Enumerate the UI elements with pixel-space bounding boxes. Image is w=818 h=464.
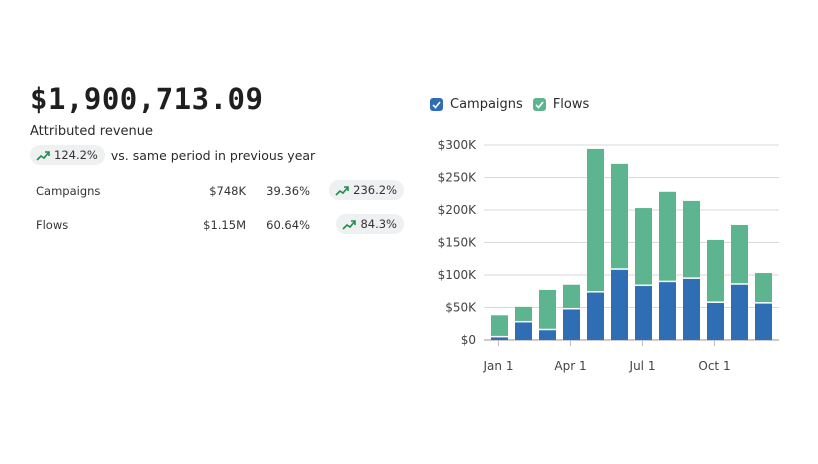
y-tick-label: $100K [438, 268, 478, 282]
revenue-label: Attributed revenue [30, 124, 154, 139]
y-tick-label: $150K [438, 236, 478, 250]
bar-campaigns-jan[interactable] [491, 337, 508, 340]
bar-flows-may[interactable] [587, 148, 604, 292]
bar-campaigns-jul[interactable] [635, 286, 652, 340]
bar-flows-jan[interactable] [491, 315, 508, 336]
legend-label: Campaigns [450, 97, 523, 112]
total-revenue: $1,900,713.09 [30, 82, 264, 116]
bar-flows-apr[interactable] [563, 284, 580, 308]
yoy-text: vs. same period in previous year [110, 147, 316, 163]
row-change-badge: 84.3% [336, 214, 404, 234]
legend-label: Flows [552, 97, 590, 112]
breakdown-row-flows: Flows $1.15M 60.64% 84.3% [36, 214, 406, 236]
y-tick-label: $250K [438, 171, 478, 185]
x-tick-label: Oct 1 [698, 359, 730, 373]
bar-flows-jun[interactable] [611, 163, 628, 269]
bar-campaigns-oct[interactable] [707, 302, 724, 340]
bar-campaigns-sep[interactable] [683, 278, 700, 340]
bar-campaigns-dec[interactable] [755, 303, 772, 340]
row-name: Campaigns [36, 184, 101, 198]
bar-campaigns-apr[interactable] [563, 309, 580, 340]
trending-up-icon [335, 185, 349, 196]
trending-up-icon [342, 219, 357, 230]
bar-flows-oct[interactable] [707, 239, 724, 302]
legend-toggle-campaigns[interactable]: Campaigns [430, 97, 523, 112]
yoy-comparison: 124.2% vs. same period in previous year [30, 145, 315, 165]
bar-flows-aug[interactable] [659, 191, 676, 281]
chart-legend: Campaigns Flows [430, 97, 599, 112]
x-tick-label: Apr 1 [554, 359, 586, 373]
bar-campaigns-aug[interactable] [659, 282, 676, 340]
bar-flows-jul[interactable] [635, 208, 652, 285]
row-name: Flows [36, 218, 69, 232]
y-tick-label: $50K [445, 301, 477, 315]
row-change-badge: 236.2% [329, 180, 404, 200]
checkbox-checked-icon[interactable] [430, 98, 443, 111]
y-tick-label: $300K [438, 138, 478, 152]
bar-flows-feb[interactable] [515, 306, 532, 321]
y-tick-label: $200K [438, 203, 478, 217]
row-change-value: 84.3% [360, 217, 397, 231]
y-tick-label: $0 [461, 333, 476, 347]
x-tick-label: Jan 1 [483, 359, 514, 373]
bar-campaigns-jun[interactable] [611, 269, 628, 340]
bar-flows-nov[interactable] [731, 224, 748, 284]
yoy-change-badge: 124.2% [30, 145, 105, 165]
row-change-value: 236.2% [353, 183, 397, 197]
yoy-change-value: 124.2% [54, 148, 98, 162]
breakdown-row-campaigns: Campaigns $748K 39.36% 236.2% [36, 180, 406, 202]
row-share: 60.64% [266, 218, 310, 232]
x-tick-label: Jul 1 [629, 359, 656, 373]
bar-campaigns-may[interactable] [587, 292, 604, 340]
trending-up-icon [36, 150, 50, 161]
row-amount: $1.15M [203, 218, 246, 232]
bar-campaigns-mar[interactable] [539, 330, 556, 340]
revenue-bar-chart: $0 $50K $100K $150K $200K $250K $300K Jan 1 Apr… [438, 138, 779, 373]
row-share: 39.36% [266, 184, 310, 198]
bar-campaigns-nov[interactable] [731, 284, 748, 340]
bar-flows-mar[interactable] [539, 289, 556, 329]
checkbox-checked-icon[interactable] [532, 98, 546, 111]
bar-flows-dec[interactable] [755, 273, 772, 303]
row-amount: $748K [209, 184, 246, 198]
legend-toggle-flows[interactable]: Flows [532, 97, 590, 112]
bar-campaigns-feb[interactable] [515, 322, 532, 340]
bar-flows-sep[interactable] [683, 200, 700, 278]
